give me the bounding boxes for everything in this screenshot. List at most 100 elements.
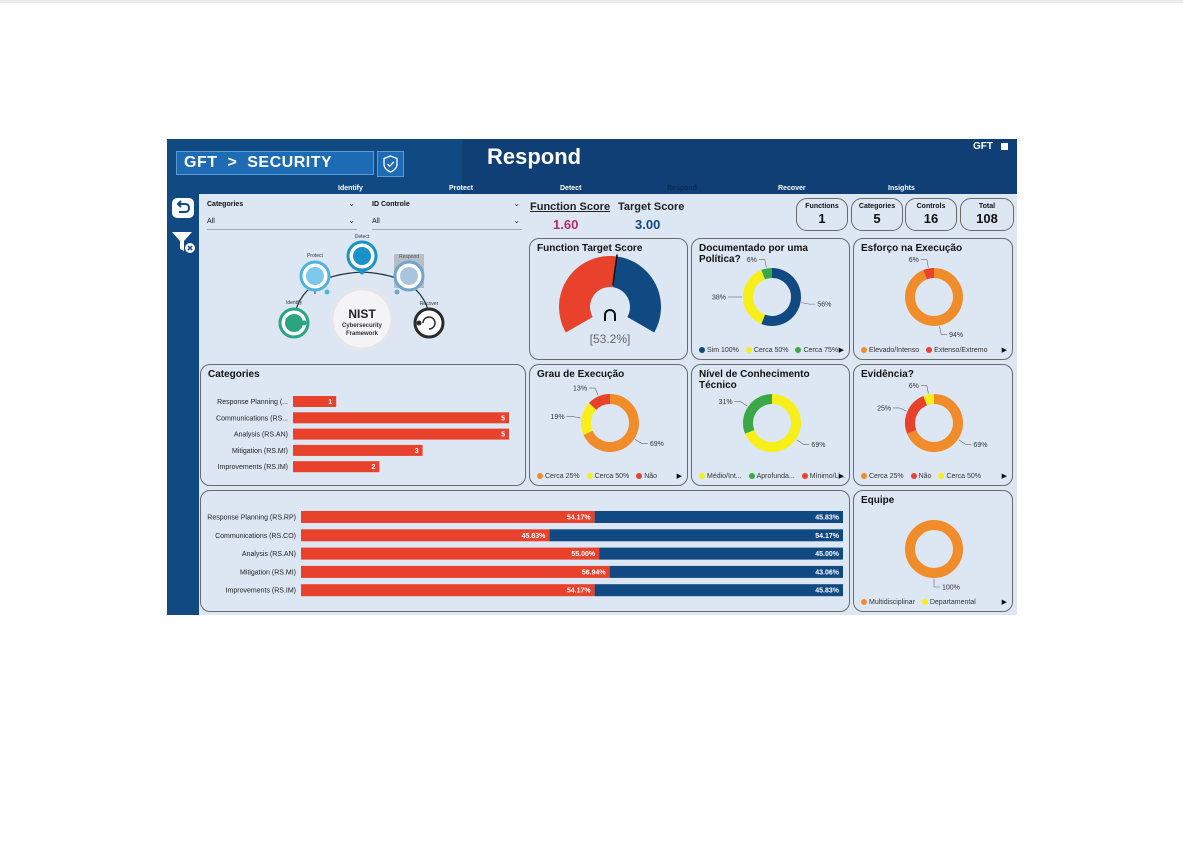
kpi-controls: Controls 16: [905, 198, 957, 231]
legend-item: Aprofunda...: [748, 473, 795, 480]
legend-item: Não: [910, 473, 931, 480]
donut-slice[interactable]: [923, 268, 935, 280]
legend-dot: [926, 347, 933, 353]
donut-slice[interactable]: [743, 394, 773, 434]
legend-next-icon[interactable]: ▶: [1001, 347, 1007, 354]
donut-slice[interactable]: [907, 394, 963, 452]
stacked-bar-value: 54.17%: [567, 588, 592, 595]
stacked-bar-segment-red[interactable]: [301, 584, 595, 597]
tab-detect[interactable]: Detect: [560, 185, 582, 192]
legend-dot: [910, 473, 917, 479]
stacked-bar-segment-navy[interactable]: [549, 529, 843, 542]
evidencia-card[interactable]: Evidência? 69% 25% 6% Cerca 25% Não Cerca …: [853, 364, 1013, 486]
donut-slice[interactable]: [761, 268, 773, 280]
stacked-bar-segment-navy[interactable]: [609, 565, 843, 578]
tab-insights[interactable]: Insights: [888, 185, 915, 192]
category-bar[interactable]: [293, 428, 509, 440]
category-bar[interactable]: [293, 396, 337, 407]
tab-recover[interactable]: Recover: [778, 185, 806, 192]
legend-dot: [748, 473, 755, 479]
legend-label: Cerca 50%: [594, 473, 630, 480]
category-tick-label: Analysis (RS.AN): [234, 432, 288, 439]
gauge-card[interactable]: Function Target Score [53.2%]: [529, 238, 688, 360]
stacked-bar-value: 45.83%: [815, 588, 840, 595]
filter-id-controle-label: ID Controle: [372, 201, 410, 208]
donut-data-label: 38%: [712, 295, 726, 302]
back-icon[interactable]: [170, 196, 196, 220]
donut-slice[interactable]: [923, 394, 935, 406]
politica-donut-chart: 56% 38% 6%: [712, 257, 831, 326]
grau-donut-chart: 69% 19% 13%: [551, 386, 664, 452]
stacked-bar-segment-red[interactable]: [301, 547, 600, 560]
legend-dot: [861, 599, 867, 605]
chevron-down-icon[interactable]: ⌄: [348, 199, 355, 208]
stacked-bar-segment-red[interactable]: [301, 529, 550, 542]
tab-respond[interactable]: Respond: [667, 185, 697, 192]
legend-dot: [801, 473, 808, 479]
stacked-bar-segment-navy[interactable]: [599, 547, 843, 560]
donut-slice[interactable]: [589, 394, 611, 411]
stacked-bar-card[interactable]: Response Planning (RS.RP) 54.17% 45.83% Com…: [200, 490, 850, 612]
corner-logo-square: [1001, 143, 1008, 150]
header-right-panel: [462, 139, 1017, 194]
chevron-down-icon[interactable]: ⌄: [513, 199, 520, 208]
shield-check-icon[interactable]: [377, 151, 404, 177]
category-bar[interactable]: [293, 412, 509, 424]
category-tick-label: Improvements (RS.IM): [218, 464, 288, 471]
categories-bar-card[interactable]: Categories Response Planning (... 1 Commun…: [200, 364, 526, 486]
equipe-card-title: Equipe: [861, 495, 895, 506]
legend-next-icon[interactable]: ▶: [1001, 599, 1007, 606]
donut-slice[interactable]: [905, 396, 928, 434]
target-score-label: Target Score: [618, 201, 685, 213]
legend-next-icon[interactable]: ▶: [676, 473, 682, 480]
stacked-bar-segment-navy[interactable]: [594, 511, 843, 523]
legend-dot: [537, 473, 543, 479]
esforco-card[interactable]: Esforço na Execução 94% 6% Elevado/Intens…: [853, 238, 1013, 360]
legend-item: Médio/Int...: [699, 473, 742, 480]
legend-next-icon[interactable]: ▶: [838, 473, 844, 480]
politica-card[interactable]: Documentado por uma Política? 56% 38% 6% S…: [691, 238, 850, 360]
grau-legend: Cerca 25% Cerca 50% Não: [537, 473, 662, 480]
donut-slice[interactable]: [905, 268, 963, 326]
category-bar[interactable]: [293, 444, 423, 456]
tab-identify[interactable]: Identify: [338, 185, 363, 192]
donut-slice[interactable]: [583, 394, 639, 452]
legend-label: Médio/Int...: [707, 473, 742, 480]
legend-label: Aprofunda...: [756, 473, 795, 480]
donut-label-leader: [758, 259, 767, 268]
function-score-label: Function Score: [530, 201, 611, 213]
donut-slice[interactable]: [745, 394, 801, 452]
donut-slice[interactable]: [743, 270, 766, 324]
donut-slice[interactable]: [905, 520, 963, 578]
legend-next-icon[interactable]: ▶: [1001, 473, 1007, 480]
donut-slice[interactable]: [761, 268, 801, 326]
legend-next-icon[interactable]: ▶: [838, 347, 844, 354]
chevron-down-icon: ⌄: [348, 216, 355, 225]
legend-label: Departamental: [929, 599, 976, 606]
stacked-bar-segment-navy[interactable]: [594, 584, 843, 597]
grau-card-title: Grau de Execução: [537, 369, 625, 380]
clear-filter-icon[interactable]: [170, 229, 196, 253]
donut-slice[interactable]: [581, 402, 597, 435]
tab-protect[interactable]: Protect: [449, 185, 474, 192]
category-bar-value: 3: [415, 448, 419, 455]
donut-label-leader: [920, 259, 929, 268]
filter-id-controle-select[interactable]: All ⌄: [372, 216, 522, 230]
conhecimento-card[interactable]: Nível de Conhecimento Técnico 69% 31% Méd…: [691, 364, 850, 486]
recover-node-icon[interactable]: [413, 307, 445, 339]
stacked-bar-segment-red[interactable]: [301, 565, 610, 578]
grau-card[interactable]: Grau de Execução 69% 19% 13% Cerca 25% Cer…: [529, 364, 688, 486]
brand-logo[interactable]: GFT > SECURITY: [176, 151, 374, 175]
filter-categories-select[interactable]: All ⌄: [207, 216, 357, 230]
equipe-card[interactable]: Equipe 100% Multidisciplinar Departament…: [853, 490, 1013, 612]
stacked-bar-value: 43.06%: [815, 569, 840, 576]
politica-legend: Sim 100% Cerca 50% Cerca 75%: [699, 347, 843, 354]
category-bar[interactable]: [293, 461, 380, 473]
donut-label-leader: [566, 416, 581, 419]
stacked-tick-label: Communications (RS.CO): [215, 533, 296, 540]
stacked-bar-value: 45.83%: [522, 533, 547, 540]
stacked-bar-segment-red[interactable]: [301, 511, 595, 523]
legend-label: Cerca 75%: [803, 347, 839, 354]
legend-label: Elevado/Intenso: [869, 347, 920, 354]
chevron-down-icon: ⌄: [513, 216, 520, 225]
